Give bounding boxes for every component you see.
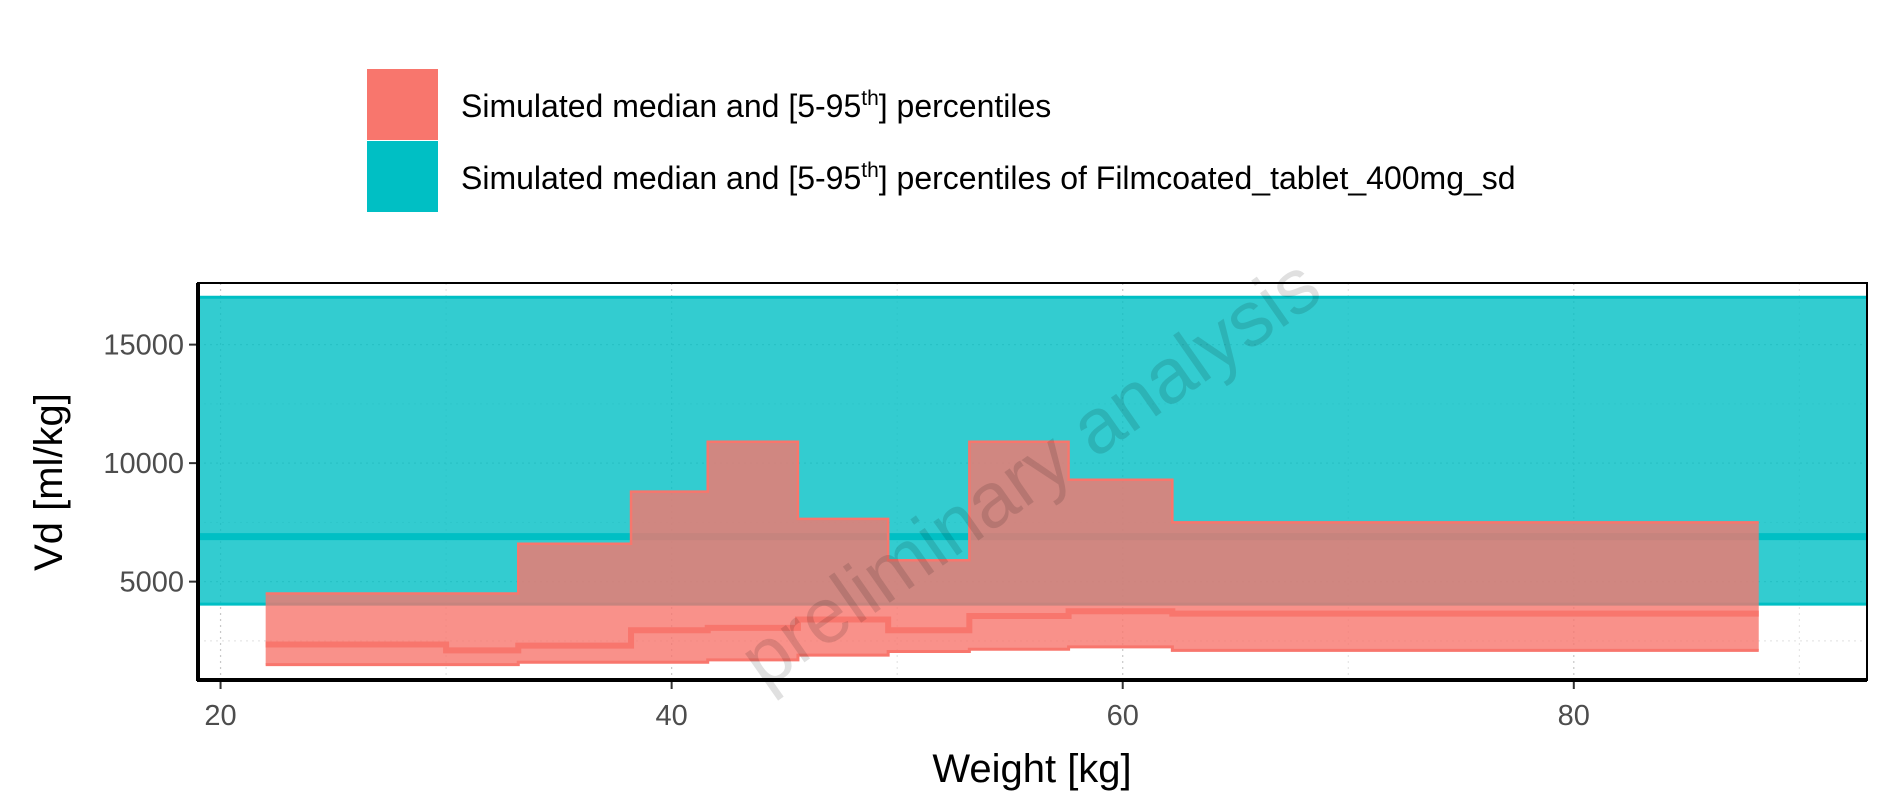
y-tick-label: 15000: [103, 330, 184, 362]
x-tick-label: 20: [204, 700, 236, 732]
y-axis-ticks: 5000 10000 15000: [103, 330, 196, 599]
x-tick-label: 60: [1107, 700, 1139, 732]
x-axis-title: Weight [kg]: [932, 747, 1131, 791]
x-tick-label: 40: [656, 700, 688, 732]
simulated-ribbon-area: [265, 441, 1759, 665]
x-tick-label: 80: [1558, 700, 1590, 732]
x-axis-ticks: 20 40 60 80: [204, 682, 1590, 732]
y-tick-label: 5000: [119, 567, 184, 599]
y-axis-title: Vd [ml/kg]: [27, 393, 71, 571]
legend-label-reference: Simulated median and [5-95th] percentile…: [461, 159, 1516, 196]
simulated-ribbon: [265, 440, 1759, 667]
legend: Simulated median and [5-95th] percentile…: [367, 69, 1516, 212]
simulated-lower-line: [265, 645, 1759, 667]
legend-label-simulated: Simulated median and [5-95th] percentile…: [461, 87, 1051, 124]
simulated-median-line: [265, 608, 1759, 654]
simulated-upper-line: [265, 440, 1759, 595]
y-tick-label: 10000: [103, 448, 184, 480]
